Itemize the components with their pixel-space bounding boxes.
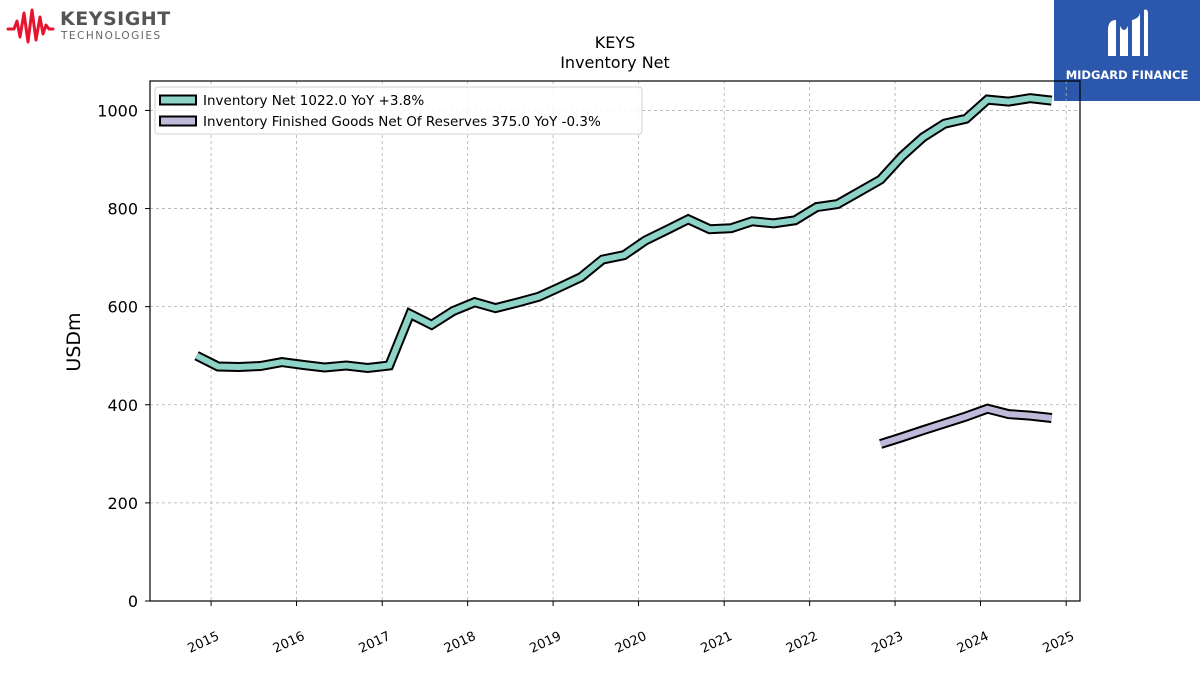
plot-frame xyxy=(149,80,1081,602)
y-tick-label: 1000 xyxy=(97,101,138,120)
legend-entry: Inventory Finished Goods Net Of Reserves… xyxy=(203,114,601,130)
series-layer xyxy=(194,93,1053,449)
x-tick-label: 2019 xyxy=(527,629,563,657)
keysight-wave-icon xyxy=(6,8,55,44)
y-tick-label: 0 xyxy=(128,592,138,611)
chart-subtitle: Inventory Net xyxy=(560,53,670,72)
y-tick-label: 200 xyxy=(107,494,138,513)
y-tick-label: 400 xyxy=(107,396,138,415)
y-tick-label: 600 xyxy=(107,298,138,317)
x-tick-label: 2016 xyxy=(271,629,307,657)
x-tick-label: 2024 xyxy=(955,629,991,657)
legend: Inventory Net 1022.0 YoY +3.8% Inventory … xyxy=(154,86,643,135)
x-tick-label: 2020 xyxy=(613,629,649,657)
y-tick-label: 800 xyxy=(107,200,138,219)
grid-lines xyxy=(150,81,1080,602)
midgard-wordmark: MIDGARD FINANCE xyxy=(1065,68,1189,82)
x-tick-label: 2017 xyxy=(357,629,393,657)
x-tick-label: 2022 xyxy=(784,629,820,657)
legend-entry: Inventory Net 1022.0 YoY +3.8% xyxy=(203,93,424,109)
axis-ticks: 0 200 400 600 800 1000 2015 2016 2017 2018 2019 202… xyxy=(97,101,1077,656)
x-tick-label: 2023 xyxy=(869,629,905,657)
midgard-m-icon xyxy=(1108,9,1148,56)
midgard-finance-logo: MIDGARD FINANCE xyxy=(1054,0,1200,101)
legend-swatch xyxy=(159,94,197,106)
legend-swatch xyxy=(159,115,197,127)
x-tick-label: 2025 xyxy=(1041,629,1077,657)
x-tick-label: 2018 xyxy=(442,629,478,657)
series-line xyxy=(879,405,1053,447)
keysight-logo: KEYSIGHT TECHNOLOGIES xyxy=(6,6,176,46)
series-line xyxy=(195,95,1053,372)
x-tick-label: 2015 xyxy=(185,629,221,657)
legend-box xyxy=(154,86,643,135)
x-tick-label: 2021 xyxy=(699,629,735,657)
chart-title: KEYS xyxy=(595,33,636,52)
keysight-wordmark: KEYSIGHT xyxy=(60,8,171,30)
y-axis-label: USDm xyxy=(63,312,85,371)
keysight-tagline: TECHNOLOGIES xyxy=(61,30,162,42)
